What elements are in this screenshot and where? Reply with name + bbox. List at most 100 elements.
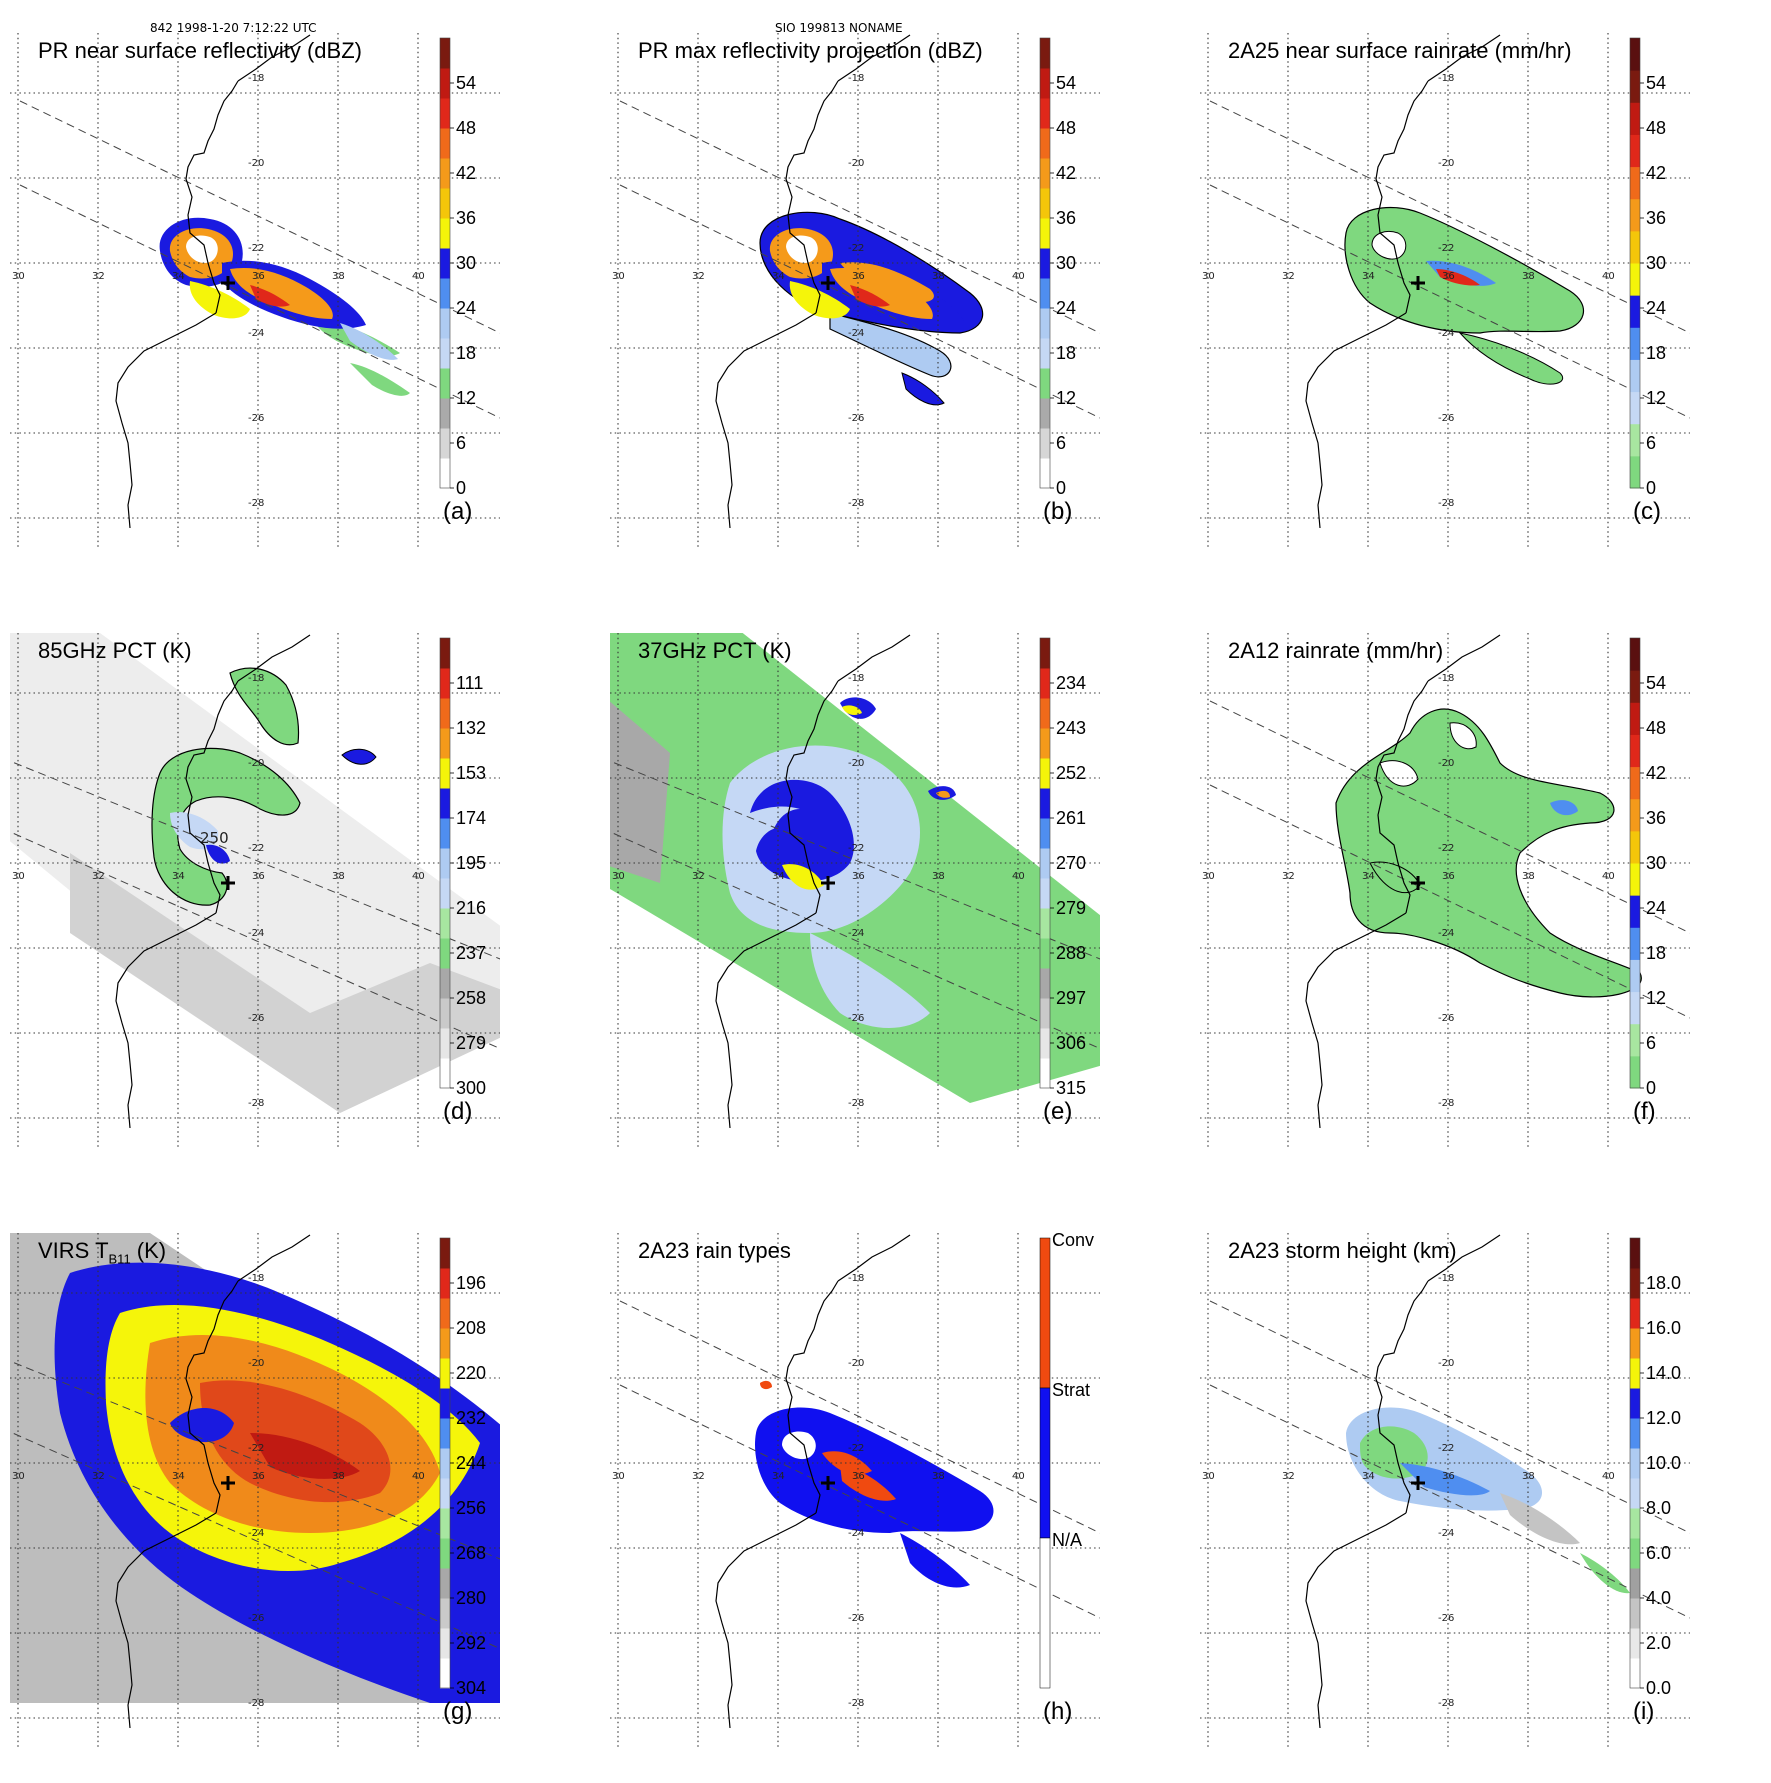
coastline [837, 634, 911, 682]
map-frame: 30 32 34 36 38 40 -18 -20 -22 -24 -26 -28 [1200, 633, 1690, 1148]
rain-region [1550, 800, 1578, 816]
swath-edge [1209, 784, 1690, 1019]
colorbar-segment [1630, 198, 1640, 232]
colorbar-segment [1630, 1448, 1640, 1479]
colorbar-segment [1630, 391, 1640, 425]
colorbar-segment [440, 368, 450, 399]
colorbar-tick-label: 18 [1056, 343, 1076, 363]
colorbar-tick-label: 256 [456, 1498, 486, 1518]
lon-tick-label: 38 [932, 271, 945, 282]
colorbar-tick-label: 48 [1646, 118, 1666, 138]
coastline [115, 312, 217, 529]
colorbar-segment [1630, 263, 1640, 296]
storm-height-field [1346, 1407, 1630, 1594]
lat-tick-label: -20 [248, 158, 264, 169]
plus-icon [221, 876, 235, 890]
map-canvas: 30 32 34 36 38 40-18-20-22-24-26-285448423630… [610, 33, 1100, 548]
panel-h: 30 32 34 36 38 40 -18 -20 -22 -24 -26 -28 Conv Strat N… [610, 1230, 1180, 1783]
colorbar-segment [1040, 248, 1050, 279]
colorbar-tick-label: 111 [456, 673, 483, 693]
lat-tick-label: -20 [1438, 158, 1454, 169]
plus-icon [1411, 276, 1425, 290]
panel-title: PR max reflectivity projection (dBZ) [638, 38, 983, 63]
coastline [1375, 1280, 1429, 1514]
contour-label: 250 [200, 829, 229, 847]
colorbar-segment [440, 1058, 450, 1089]
header-storm-id: SIO 199813 NONAME [775, 21, 903, 35]
map-canvas: 30 32 34 36 38 40-18-20-22-24-26-282342432522… [610, 633, 1100, 1148]
map-content: 30 32 34 36 38 40 -18 -20 -22 -24 -26 -28 [1200, 33, 1690, 548]
lat-tick-label: -22 [248, 1443, 264, 1454]
colorbar-tick-label: 12.0 [1646, 1408, 1681, 1428]
lat-tick-label: -20 [848, 158, 864, 169]
colorbar-segment [1040, 188, 1050, 219]
lon-tick-label: 30 [1202, 1471, 1215, 1482]
lat-tick-label: -18 [248, 73, 264, 84]
coastline [185, 1280, 239, 1514]
rain-region [250, 285, 290, 307]
colorbar-tick-label: 252 [1056, 763, 1086, 783]
rain-region [810, 933, 930, 1028]
swath-edge [19, 184, 500, 419]
colorbar-segment [440, 1598, 450, 1629]
lon-tick-label: 40 [1602, 1471, 1615, 1482]
surface-rainrate-field [1344, 206, 1585, 385]
lon-tick-label: 32 [1282, 1471, 1295, 1482]
lon-tick-label: 38 [332, 1471, 345, 1482]
lon-tick-label: 36 [252, 871, 265, 882]
lon-tick-label: 30 [1202, 871, 1215, 882]
colorbar-segment [440, 1298, 450, 1329]
colorbar-segment [440, 458, 450, 489]
plus-icon [821, 1476, 835, 1490]
map-frame: 30 32 34 36 38 40 -18 -20 -22 -24 -26 -28 [1200, 33, 1690, 548]
colorbar-segment [440, 1538, 450, 1569]
colorbar-segment [1040, 308, 1050, 339]
plus-icon [221, 276, 235, 290]
colorbar-segment [1630, 1508, 1640, 1539]
colorbar-segment [1630, 1418, 1640, 1449]
rain-region [782, 1431, 816, 1460]
rain-region [341, 748, 377, 765]
colorbar-tick-label: 18 [1646, 343, 1666, 363]
lon-tick-label: 36 [1442, 1471, 1455, 1482]
colorbar-tick-label: 288 [1056, 943, 1086, 963]
colorbar-tick-label: 16.0 [1646, 1318, 1681, 1338]
colorbar-segment [1040, 338, 1050, 369]
colorbar-tick-label: 174 [456, 808, 486, 828]
lon-tick-label: 30 [612, 871, 625, 882]
colorbar-tick-label: 12 [1056, 388, 1076, 408]
colorbar-tick-label: 6 [1646, 1033, 1656, 1053]
header-datetime: 842 1998-1-20 7:12:22 UTC [150, 21, 317, 35]
colorbar-segment [1040, 1058, 1050, 1089]
colorbar-segment [440, 1658, 450, 1689]
colorbar-segment [440, 878, 450, 909]
lon-tick-label: 38 [932, 1471, 945, 1482]
colorbar-segment [440, 68, 450, 99]
virs-ir-field [10, 1233, 500, 1703]
colorbar-tick-label: 8.0 [1646, 1498, 1671, 1518]
colorbar: Conv Strat N/A [1039, 1230, 1094, 1689]
rainrate12-field [1335, 708, 1642, 998]
colorbar-segment [1630, 1478, 1640, 1509]
map-frame: 30 32 34 36 38 40 -18 -20 -22 -24 -26 -28 [1200, 1233, 1690, 1748]
lat-tick-label: -26 [1438, 1013, 1454, 1024]
colorbar-segment [1040, 368, 1050, 399]
rain-region [822, 1451, 872, 1475]
lat-tick-label: -26 [848, 413, 864, 424]
plus-icon [821, 876, 835, 890]
colorbar-segment [1630, 1298, 1640, 1329]
lon-tick-label: 38 [332, 271, 345, 282]
colorbar-segment [1630, 423, 1640, 457]
colorbar-segment [1040, 158, 1050, 189]
colorbar-tick-label: 6 [1646, 433, 1656, 453]
lat-tick-label: -20 [848, 1358, 864, 1369]
colorbar-segment [1630, 798, 1640, 832]
map-canvas: 30 32 34 36 38 40-18-20-22-24-26-285448423630… [1200, 33, 1690, 548]
coastline [1305, 312, 1407, 529]
lat-tick-label: -28 [848, 1098, 864, 1109]
colorbar-segment [1630, 1238, 1640, 1269]
colorbar-tick-label: 42 [456, 163, 476, 183]
lon-tick-label: 32 [692, 1471, 705, 1482]
colorbar-tick-label: 18.0 [1646, 1273, 1681, 1293]
colorbar-tick-label: 306 [1056, 1033, 1086, 1053]
